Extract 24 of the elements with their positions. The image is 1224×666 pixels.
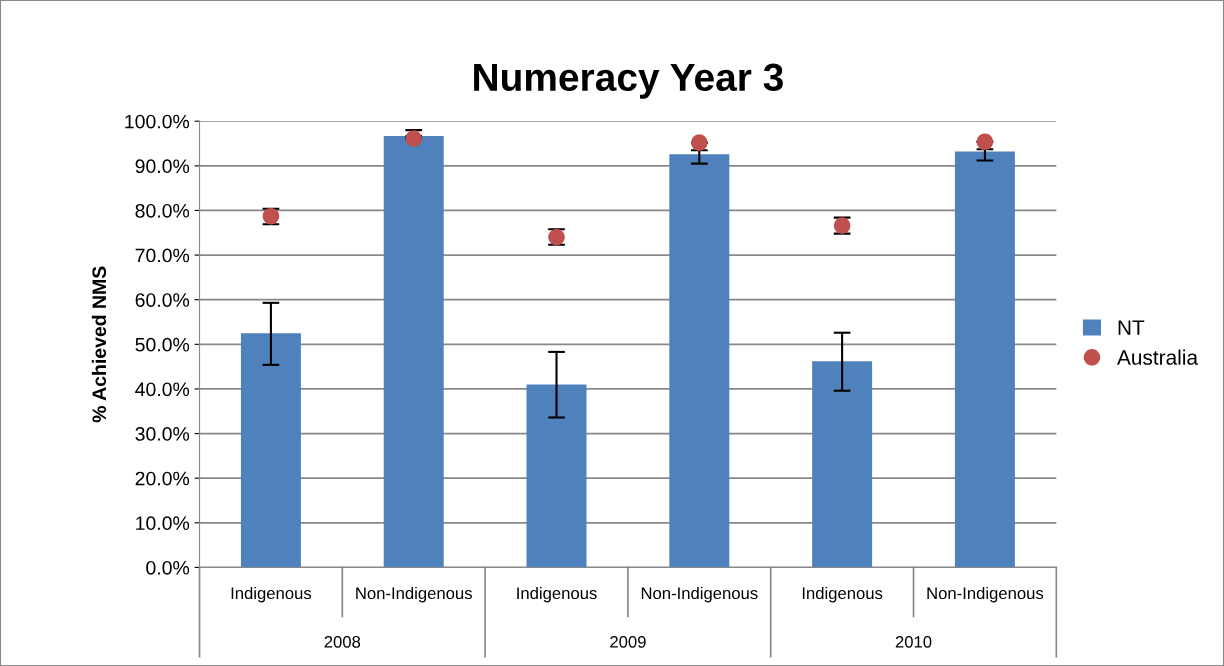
x-tick-label: Indigenous [517, 586, 597, 603]
x-tick-label: Non-Indigenous [927, 586, 1044, 603]
y-tick-label: 0.0% [146, 560, 190, 575]
legend-label: NT [1118, 320, 1145, 335]
y-tick-label: 60.0% [135, 293, 190, 307]
text: 2010 [895, 635, 932, 648]
y-axis-title: % Achieved NMS [91, 266, 107, 423]
chart-title: Numeracy Year 3 [474, 63, 783, 99]
y-tick-label: 80.0% [135, 203, 190, 218]
y-tick-label: 50.0% [135, 337, 190, 352]
text: 2009 [610, 635, 646, 648]
legend-label: Australia [1117, 349, 1199, 365]
y-tick-label: 40.0% [135, 382, 190, 397]
y-tick-label: 10.0% [136, 516, 190, 531]
y-tick-label: 100.0% [125, 114, 190, 129]
y-tick-label: 70.0% [135, 248, 190, 263]
y-tick-label: 30.0% [135, 427, 190, 441]
x-tick-label: Non-Indigenous [356, 586, 472, 603]
x-tick-label: Indigenous [802, 586, 883, 603]
text: 2008 [324, 635, 361, 648]
x-tick-label: Non-Indigenous [641, 586, 758, 603]
y-tick-label: 90.0% [135, 159, 190, 174]
y-tick-label: 20.0% [135, 471, 190, 486]
x-tick-label: Indigenous [231, 586, 312, 603]
